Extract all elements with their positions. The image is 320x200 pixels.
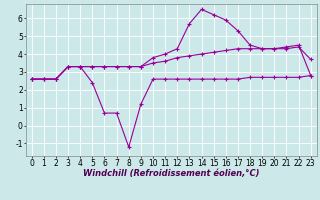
X-axis label: Windchill (Refroidissement éolien,°C): Windchill (Refroidissement éolien,°C) [83,169,260,178]
